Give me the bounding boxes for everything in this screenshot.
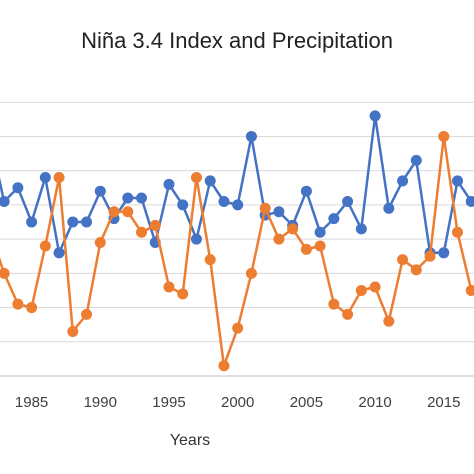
series-1-point-2011: [383, 315, 395, 327]
series-0-point-1985: [26, 216, 38, 228]
series-1-point-1985: [26, 302, 38, 314]
series-0-point-2006: [314, 226, 326, 238]
series-0-point-1986: [39, 172, 51, 184]
series-1-point-1991: [108, 206, 120, 218]
series-0-point-1997: [190, 233, 202, 245]
series-1-point-2012: [397, 254, 409, 266]
series-1-point-1983: [0, 267, 10, 279]
series-0-point-1999: [218, 195, 230, 207]
series-1-point-1988: [67, 326, 79, 338]
series-0-point-2016: [452, 175, 464, 187]
x-tick-labels: 1985 1990 1995 2000 2005 2010 2015: [15, 394, 461, 411]
series-0-point-2010: [369, 110, 381, 122]
series-0-point-2012: [397, 175, 409, 187]
series-1-point-2016: [452, 226, 464, 238]
x-axis-title: Years: [170, 432, 210, 449]
series-1-point-1987: [53, 172, 65, 184]
series-1: [0, 130, 474, 372]
x-tick-label-2000: 2000: [221, 394, 254, 411]
series-1-point-1999: [218, 360, 230, 372]
series-0-point-2017: [465, 195, 474, 207]
series-0-point-1995: [163, 178, 175, 190]
series-0-point-1996: [177, 199, 189, 211]
series-1-point-2017: [465, 284, 474, 296]
series-0-point-2007: [328, 213, 340, 225]
series-1-point-1998: [204, 254, 216, 266]
x-tick-label-1995: 1995: [152, 394, 185, 411]
series-1-point-2007: [328, 298, 340, 310]
series-1-point-2008: [342, 308, 354, 320]
series-1-point-2002: [259, 202, 271, 214]
series-0-point-2005: [300, 185, 312, 197]
series-1-point-2000: [232, 322, 244, 334]
series-1-point-1996: [177, 288, 189, 300]
series-1-point-2005: [300, 243, 312, 255]
series-0-point-1993: [136, 192, 148, 204]
series-1-point-2001: [245, 267, 257, 279]
series-1-point-1990: [94, 237, 106, 249]
series-0-point-1984: [12, 182, 24, 194]
series-0: [0, 110, 474, 259]
series-0-point-2013: [410, 154, 422, 166]
series-1-line: [0, 135, 473, 367]
series-1-point-2015: [438, 130, 450, 142]
series-1-point-1992: [122, 206, 134, 218]
series-layer: [0, 110, 474, 372]
series-1-point-1993: [136, 226, 148, 238]
series-0-point-1988: [67, 216, 79, 228]
series-1-point-1984: [12, 298, 24, 310]
series-1-point-2013: [410, 264, 422, 276]
series-0-point-1992: [122, 192, 134, 204]
series-1-point-1994: [149, 219, 161, 231]
series-0-point-1998: [204, 175, 216, 187]
series-0-point-2008: [342, 195, 354, 207]
series-0-point-1990: [94, 185, 106, 197]
series-0-point-2011: [383, 202, 395, 214]
series-1-point-1989: [81, 308, 93, 320]
x-tick-label-2010: 2010: [358, 394, 391, 411]
x-tick-label-2005: 2005: [290, 394, 323, 411]
series-0-point-2000: [232, 199, 244, 211]
series-0-point-2009: [355, 223, 367, 235]
series-1-point-2010: [369, 281, 381, 293]
series-1-point-1986: [39, 240, 51, 252]
series-1-point-2003: [273, 233, 285, 245]
series-1-point-2014: [424, 250, 436, 262]
series-1-point-2006: [314, 240, 326, 252]
x-tick-label-1985: 1985: [15, 394, 48, 411]
series-1-point-1995: [163, 281, 175, 293]
series-1-point-2009: [355, 284, 367, 296]
series-0-point-1987: [53, 247, 65, 259]
series-0-point-2003: [273, 206, 285, 218]
series-0-point-2015: [438, 247, 450, 259]
x-tick-label-1990: 1990: [84, 394, 117, 411]
series-0-point-2001: [245, 130, 257, 142]
chart-title: Niña 3.4 Index and Precipitation: [81, 28, 393, 53]
series-1-point-1997: [190, 172, 202, 184]
series-1-point-2004: [287, 223, 299, 235]
x-tick-label-2015: 2015: [427, 394, 460, 411]
series-0-point-1989: [81, 216, 93, 228]
series-0-point-1983: [0, 195, 10, 207]
